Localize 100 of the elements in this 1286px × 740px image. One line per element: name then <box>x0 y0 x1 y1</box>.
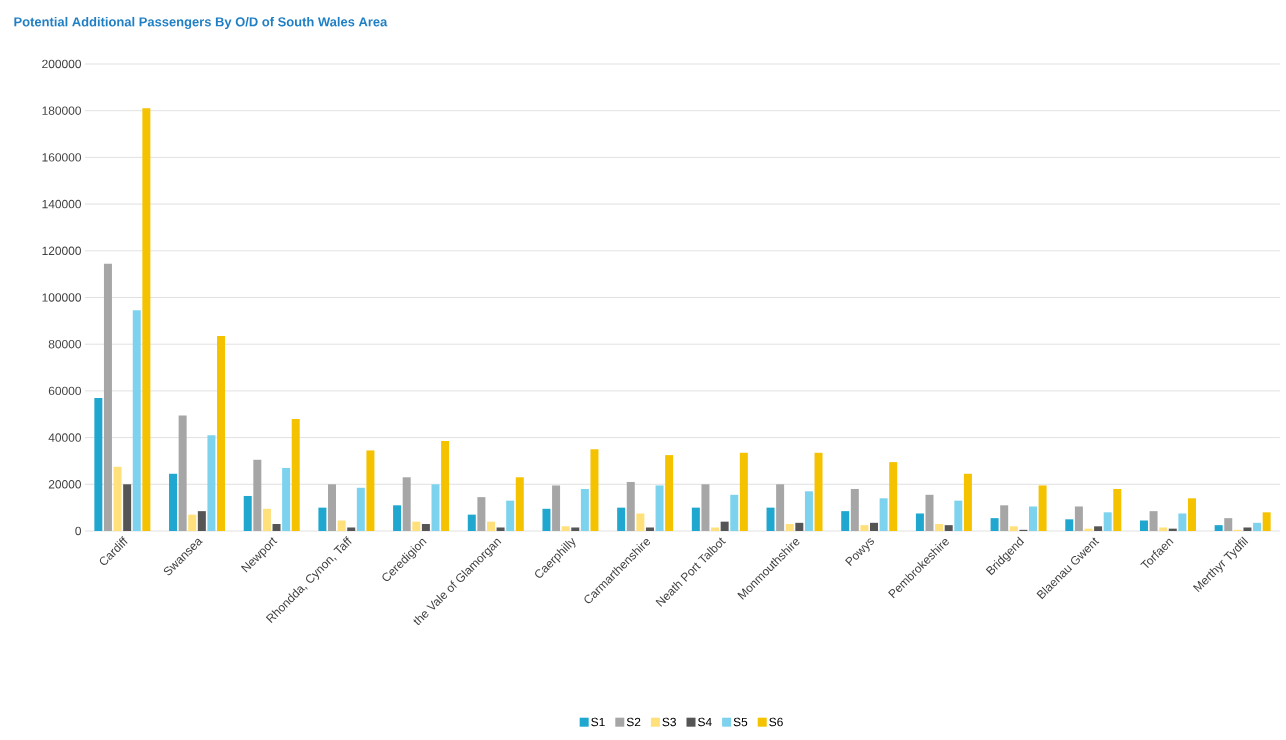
bar <box>1009 526 1018 531</box>
legend-label: S3 <box>662 717 676 727</box>
bar <box>169 473 178 531</box>
bar <box>337 520 346 531</box>
bar <box>590 449 599 531</box>
bar <box>1187 498 1196 531</box>
bar <box>889 462 898 531</box>
bar <box>243 495 252 531</box>
bar <box>1094 526 1103 531</box>
bar <box>626 481 635 531</box>
bar <box>132 310 141 531</box>
bar <box>1149 511 1158 531</box>
bar <box>720 521 729 531</box>
y-tick-label: 60000 <box>48 386 82 396</box>
bar <box>1113 488 1122 531</box>
bar <box>935 523 944 531</box>
bar <box>730 494 739 531</box>
bar <box>636 513 645 531</box>
bar <box>467 514 476 531</box>
bar <box>282 467 291 531</box>
bar <box>785 523 794 531</box>
bar <box>691 507 700 531</box>
bar <box>617 507 626 531</box>
bar <box>711 527 720 531</box>
bar <box>94 397 103 531</box>
bar <box>515 477 524 531</box>
bar <box>356 487 365 531</box>
bar <box>217 336 226 531</box>
bar <box>486 521 495 531</box>
bar <box>1028 506 1037 531</box>
bar <box>421 523 430 531</box>
legend-label: S5 <box>733 717 748 727</box>
bar <box>665 455 674 531</box>
bar <box>561 526 570 531</box>
bar <box>366 450 375 531</box>
bar <box>841 511 850 531</box>
bar <box>915 513 924 531</box>
bar <box>431 484 440 531</box>
y-tick-label: 160000 <box>42 153 82 162</box>
bar <box>262 508 271 531</box>
bar <box>207 435 216 531</box>
bar <box>272 523 281 531</box>
bar <box>178 415 187 531</box>
bar <box>1103 512 1112 531</box>
bar <box>739 452 748 531</box>
bar <box>701 484 710 531</box>
bar <box>113 466 122 531</box>
bar <box>103 263 112 531</box>
legend-label: S6 <box>769 717 783 727</box>
bar <box>1253 522 1262 531</box>
bar <box>318 507 327 531</box>
bar <box>188 514 197 531</box>
bar <box>963 473 972 531</box>
bar <box>944 525 953 531</box>
bar <box>850 488 859 531</box>
bar <box>1224 518 1233 531</box>
bar <box>804 491 813 531</box>
bar <box>1139 520 1148 531</box>
bar <box>347 527 356 531</box>
legend-label: S4 <box>698 717 712 727</box>
bar <box>879 498 888 531</box>
bar <box>645 527 654 531</box>
bar <box>1038 485 1047 531</box>
bar <box>412 521 421 531</box>
bar <box>496 527 505 531</box>
bar <box>571 527 580 531</box>
bar <box>542 508 551 531</box>
bar <box>1178 513 1187 531</box>
bar <box>795 522 804 531</box>
bar <box>580 488 589 531</box>
bar <box>393 505 402 531</box>
bar <box>954 500 963 531</box>
bar <box>552 485 561 531</box>
y-tick-label: 180000 <box>42 106 82 115</box>
bar <box>123 484 132 531</box>
bar <box>1000 505 1009 531</box>
bar <box>1214 525 1223 531</box>
bar <box>925 494 934 531</box>
bar <box>197 511 206 531</box>
chart-title: Potential Additional Passengers By O/D of South Wales Area <box>14 16 388 30</box>
bar <box>506 500 515 531</box>
bar <box>860 525 869 531</box>
y-tick-label: 80000 <box>48 339 82 349</box>
bar <box>1074 506 1083 531</box>
y-tick-label: 120000 <box>42 246 82 256</box>
legend-label: S1 <box>591 717 605 727</box>
bar <box>1243 527 1252 531</box>
bar <box>402 477 411 531</box>
y-tick-label: 0 <box>75 526 82 536</box>
y-tick-label: 200000 <box>42 59 82 69</box>
bar <box>328 484 337 531</box>
y-tick-label: 100000 <box>42 293 82 302</box>
bar <box>655 485 664 531</box>
bar <box>142 108 151 531</box>
y-tick-label: 140000 <box>42 199 82 209</box>
legend-label: S2 <box>626 717 641 727</box>
bar <box>477 497 486 531</box>
bar <box>814 452 823 531</box>
bar <box>1262 512 1271 531</box>
y-tick-label: 20000 <box>48 480 82 489</box>
